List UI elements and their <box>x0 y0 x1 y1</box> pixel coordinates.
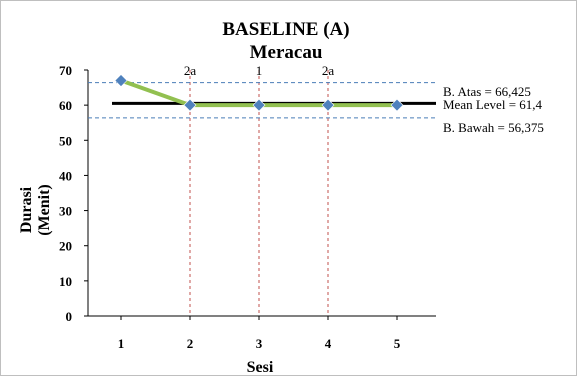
phase-label: 2a <box>184 63 197 78</box>
x-axis-title: Sesi <box>247 359 274 376</box>
x-tick-label: 4 <box>325 336 332 351</box>
y-axis-title-line-1: Durasi <box>18 186 35 233</box>
y-tick-label: 60 <box>59 98 72 113</box>
chart-subtitle: Meracau <box>250 42 323 63</box>
y-tick-label: 40 <box>59 168 72 183</box>
y-tick-label: 0 <box>66 309 73 324</box>
x-tick-label: 5 <box>394 336 401 351</box>
y-tick-label: 10 <box>59 274 72 289</box>
phase-label: 1 <box>256 63 263 78</box>
x-tick-label: 1 <box>118 336 125 351</box>
y-axis-title-line-2: (Menit) <box>36 184 53 236</box>
phase-label: 2a <box>322 63 335 78</box>
y-tick-label: 30 <box>59 204 72 219</box>
mean-level-label: Mean Level = 61,4 <box>443 97 543 112</box>
lower-bound-label: B. Bawah = 56,375 <box>443 120 544 135</box>
y-tick-label: 50 <box>59 133 72 148</box>
y-tick-label: 20 <box>59 239 72 254</box>
x-tick-label: 3 <box>256 336 263 351</box>
chart-title: BASELINE (A) <box>222 19 349 40</box>
y-tick-label: 70 <box>59 63 72 78</box>
x-tick-label: 2 <box>187 336 194 351</box>
